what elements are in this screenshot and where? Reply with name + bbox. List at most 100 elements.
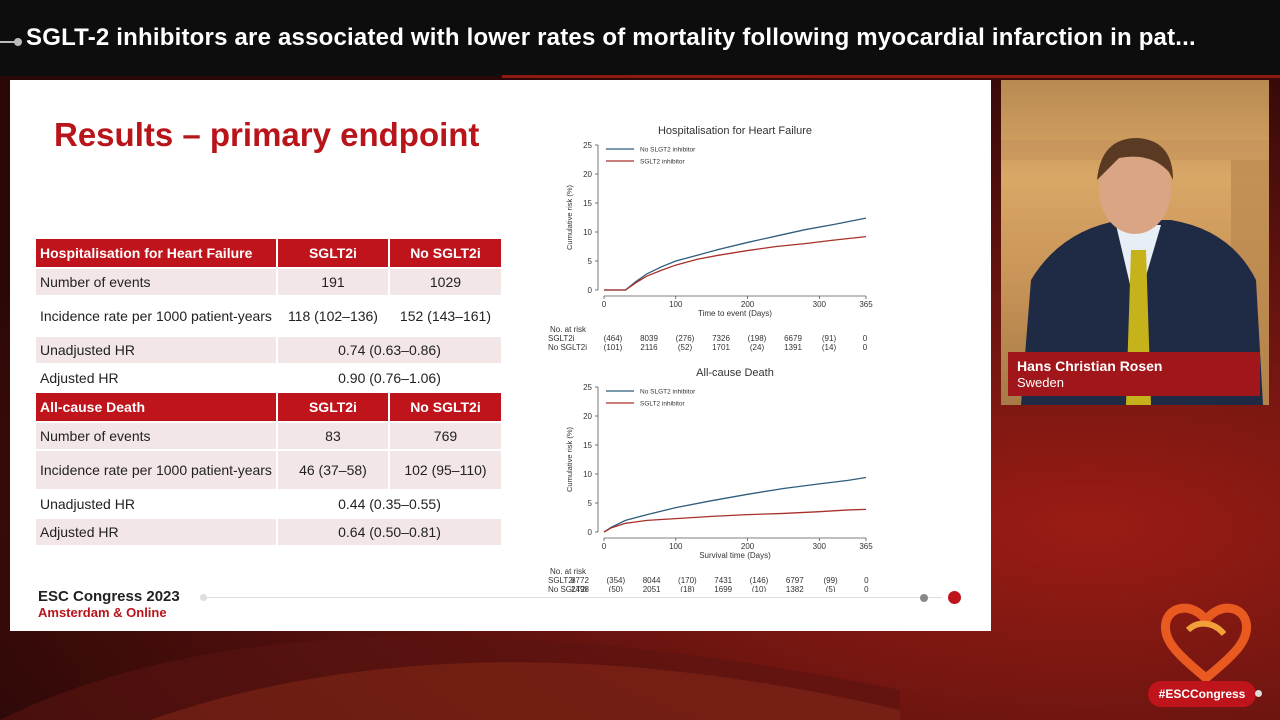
risk-row-label: SGLT2i — [548, 334, 575, 343]
background-swoosh — [0, 636, 900, 720]
table-row: Unadjusted HR 0.44 (0.35–0.55) — [36, 491, 501, 517]
row-value: 769 — [387, 423, 501, 449]
esc-heart-logo — [1160, 603, 1252, 682]
table-row: Hospitalisation for Heart Failure SGLT2i N… — [36, 239, 501, 267]
x-tick-label: 200 — [741, 300, 755, 309]
row-label: Hospitalisation for Heart Failure — [36, 239, 276, 267]
progress-start-dot — [200, 594, 207, 601]
x-axis-label: Survival time (Days) — [699, 551, 771, 560]
accent-line — [502, 75, 1280, 78]
risk-value: 8772 — [571, 576, 589, 585]
legend-entry: No SLGT2 inhibitor — [640, 389, 696, 396]
row-value: 0.44 (0.35–0.55) — [276, 491, 501, 517]
y-tick-label: 0 — [588, 286, 593, 295]
results-table: Hospitalisation for Heart Failure SGLT2i N… — [36, 237, 501, 547]
risk-value: 8044 — [643, 576, 661, 585]
x-tick-label: 300 — [813, 542, 827, 551]
series-line-no-sglt2 — [604, 217, 867, 291]
risk-value: 2116 — [640, 343, 658, 352]
risk-value: 0 — [863, 334, 868, 343]
chart-hospitalisation: Hospitalisation for Heart Failure 0 5 10 15 2… — [548, 125, 873, 352]
row-value: No SGLT2i — [387, 393, 501, 421]
row-label: Adjusted HR — [36, 519, 276, 545]
row-label: Unadjusted HR — [40, 496, 135, 512]
x-tick-label: 365 — [859, 300, 873, 309]
slide-progress-track — [202, 597, 942, 598]
progress-dot — [920, 594, 928, 602]
row-value: 0.64 (0.50–0.81) — [276, 519, 501, 545]
y-axis-label: Cumulative risk (%) — [565, 426, 574, 492]
table-row: All-cause Death SGLT2i No SGLT2i — [36, 393, 501, 421]
y-tick-label: 15 — [583, 199, 592, 208]
headline-marker-line — [0, 41, 18, 43]
row-label: Incidence rate per 1000 patient-years — [40, 308, 272, 324]
hashtag-dot — [1255, 690, 1262, 697]
y-tick-label: 25 — [583, 141, 592, 150]
table-row: Number of events 83 769 — [36, 423, 501, 449]
row-value: 46 (37–58) — [276, 451, 388, 489]
row-value: 0.74 (0.63–0.86) — [276, 337, 501, 363]
row-label: Incidence rate per 1000 patient-years — [36, 451, 276, 489]
y-tick-label: 5 — [588, 257, 593, 266]
row-value: 152 (143–161) — [387, 297, 501, 335]
headline-marker-dot — [14, 38, 22, 46]
row-label: Adjusted HR — [40, 370, 119, 386]
headline-bar: SGLT-2 inhibitors are associated with lo… — [0, 0, 1280, 76]
risk-value: (354) — [606, 576, 625, 585]
table-row: Incidence rate per 1000 patient-years 46 … — [36, 451, 501, 489]
risk-value: 2051 — [643, 585, 661, 592]
row-value: No SGLT2i — [387, 239, 501, 267]
table-row: Adjusted HR 0.90 (0.76–1.06) — [36, 365, 501, 391]
congress-name: ESC Congress 2023 — [38, 588, 180, 605]
row-label: Unadjusted HR — [36, 337, 276, 363]
y-tick-label: 5 — [588, 499, 593, 508]
risk-value: (276) — [676, 334, 695, 343]
legend-entry: SGLT2 inhibitor — [640, 401, 686, 408]
risk-value: (5) — [826, 585, 836, 592]
row-value: 1029 — [387, 269, 501, 295]
x-tick-label: 100 — [669, 300, 683, 309]
risk-value: (99) — [823, 576, 838, 585]
y-tick-label: 25 — [583, 383, 592, 392]
row-value: 118 (102–136) — [276, 297, 388, 335]
x-tick-label: 365 — [859, 542, 873, 551]
table-row: Adjusted HR 0.64 (0.50–0.81) — [36, 519, 501, 545]
chart-title: Hospitalisation for Heart Failure — [658, 125, 812, 137]
risk-value: (24) — [750, 343, 765, 352]
y-tick-label: 10 — [583, 228, 592, 237]
risk-row-label: No SGLT2i — [548, 343, 587, 352]
x-tick-label: 100 — [669, 542, 683, 551]
table-row: Number of events 191 1029 — [36, 269, 501, 295]
legend-entry: SGLT2 inhibitor — [640, 159, 686, 166]
speaker-lower-third: Hans Christian Rosen Sweden — [1008, 352, 1260, 396]
risk-value: 6797 — [786, 576, 804, 585]
row-label: All-cause Death — [36, 393, 276, 421]
risk-value: (170) — [678, 576, 697, 585]
x-tick-label: 200 — [741, 542, 755, 551]
speaker-name: Hans Christian Rosen — [1017, 358, 1163, 374]
y-tick-label: 0 — [588, 528, 593, 537]
risk-value: (52) — [678, 343, 693, 352]
presentation-slide: Results – primary endpoint Hospitalisati… — [10, 80, 991, 631]
risk-table-header: No. at risk — [550, 325, 587, 334]
table-row: Incidence rate per 1000 patient-years 118… — [36, 297, 501, 335]
row-value: 191 — [276, 269, 388, 295]
risk-value: 0 — [864, 576, 869, 585]
row-value: 0.90 (0.76–1.06) — [276, 365, 501, 391]
risk-value: (198) — [748, 334, 767, 343]
x-tick-label: 0 — [602, 300, 607, 309]
chart-all-cause-death: All-cause Death 0 5 10 15 20 25 0 100 200 300 365 Su… — [548, 367, 873, 592]
congress-location: Amsterdam & Online — [38, 605, 167, 620]
risk-table-header: No. at risk — [550, 567, 587, 576]
progress-current-dot — [948, 591, 961, 604]
risk-value: (14) — [822, 343, 837, 352]
table-row: Unadjusted HR 0.74 (0.63–0.86) — [36, 337, 501, 363]
risk-value: 1391 — [784, 343, 802, 352]
series-line-sglt2 — [603, 508, 867, 533]
headline-text: SGLT-2 inhibitors are associated with lo… — [26, 24, 1196, 51]
risk-value: (10) — [752, 585, 767, 592]
risk-value: (50) — [609, 585, 624, 592]
row-value: SGLT2i — [276, 239, 388, 267]
risk-value: 6679 — [784, 334, 802, 343]
risk-value: 1701 — [712, 343, 730, 352]
